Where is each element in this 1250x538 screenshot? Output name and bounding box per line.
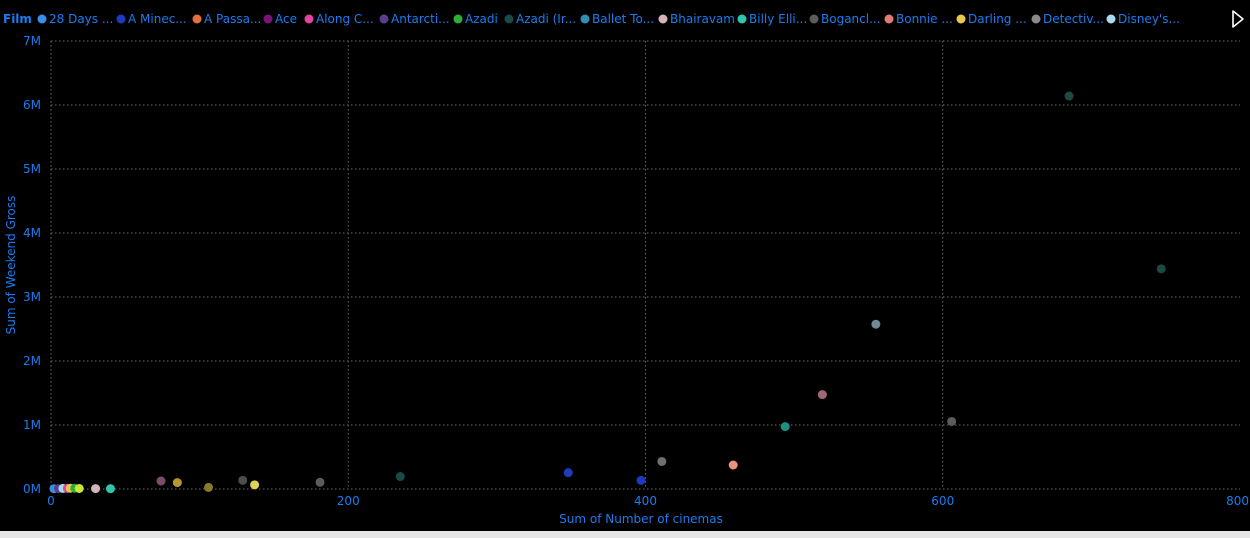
data-point[interactable]: [657, 456, 667, 466]
y-tick-label: 5M: [23, 162, 41, 176]
grid: [50, 40, 1240, 490]
data-point[interactable]: [636, 475, 646, 485]
legend-marker: [658, 14, 668, 24]
data-point[interactable]: [1156, 264, 1166, 274]
y-tick-label: 3M: [23, 290, 41, 304]
legend-marker: [453, 14, 463, 24]
legend-marker: [956, 14, 966, 24]
x-tick-label: 800: [1226, 494, 1249, 508]
legend-item[interactable]: Azadi: [453, 12, 498, 26]
data-point[interactable]: [105, 484, 115, 494]
legend-marker: [304, 14, 314, 24]
data-point[interactable]: [91, 484, 101, 494]
legend-marker: [1106, 14, 1116, 24]
legend-item[interactable]: Bogancl...: [809, 12, 881, 26]
data-point[interactable]: [315, 477, 325, 487]
data-point[interactable]: [74, 483, 84, 493]
legend-item-label: 28 Days ...: [49, 12, 113, 26]
legend-item-label: Detectiv...: [1043, 12, 1104, 26]
legend-marker: [192, 14, 202, 24]
x-axis-ticks: 0 200 400 600 800: [47, 494, 1249, 508]
legend-marker: [379, 14, 389, 24]
legend-item[interactable]: Ace: [263, 12, 297, 26]
legend-item[interactable]: Azadi (Ir...: [504, 12, 577, 26]
legend-marker: [580, 14, 590, 24]
legend-marker: [809, 14, 819, 24]
legend-marker: [504, 14, 514, 24]
data-point[interactable]: [1064, 91, 1074, 101]
legend-item-label: Azadi (Ir...: [516, 12, 576, 26]
data-point[interactable]: [817, 390, 827, 400]
legend-marker: [37, 14, 47, 24]
legend-item[interactable]: A Minec...: [116, 12, 187, 26]
data-point[interactable]: [156, 476, 166, 486]
legend-item-label: Antarcti...: [391, 12, 450, 26]
x-tick-label: 400: [634, 494, 657, 508]
legend-item[interactable]: Disney's...: [1106, 12, 1180, 26]
y-tick-label: 1M: [23, 418, 41, 432]
x-tick-label: 600: [931, 494, 954, 508]
legend-item[interactable]: Antarcti...: [379, 12, 450, 26]
y-axis-ticks: 0M 1M 2M 3M 4M 5M 6M 7M: [23, 34, 41, 496]
data-points: [49, 91, 1166, 494]
legend-item-label: Bogancl...: [821, 12, 881, 26]
legend-item-label: Bhairavam: [670, 12, 735, 26]
play-triangle-icon[interactable]: [1232, 10, 1244, 28]
bottom-divider: [0, 531, 1250, 538]
legend-item-label: Ballet To...: [592, 12, 654, 26]
y-tick-label: 7M: [23, 34, 41, 48]
data-point[interactable]: [780, 422, 790, 432]
legend-item[interactable]: Billy Elli...: [737, 12, 808, 26]
data-point[interactable]: [728, 460, 738, 470]
legend-item-label: A Passa...: [204, 12, 261, 26]
x-tick-label: 200: [337, 494, 360, 508]
legend: 28 Days ... A Minec... A Passa... Ace Along …: [37, 12, 1180, 26]
data-point[interactable]: [947, 416, 957, 426]
legend-item-label: Along C...: [316, 12, 374, 26]
legend-item-label: Ace: [275, 12, 297, 26]
legend-item-label: Disney's...: [1118, 12, 1180, 26]
legend-item[interactable]: Darling ...: [956, 12, 1027, 26]
legend-item-label: Billy Elli...: [749, 12, 807, 26]
legend-title: Film: [3, 12, 32, 26]
data-point[interactable]: [563, 468, 573, 478]
legend-marker: [737, 14, 747, 24]
legend-item-label: Darling ...: [968, 12, 1027, 26]
legend-item[interactable]: Along C...: [304, 12, 374, 26]
legend-item-label: A Minec...: [128, 12, 187, 26]
y-tick-label: 2M: [23, 354, 41, 368]
legend-marker: [884, 14, 894, 24]
data-point[interactable]: [238, 475, 248, 485]
data-point[interactable]: [172, 478, 182, 488]
y-tick-label: 6M: [23, 98, 41, 112]
legend-item[interactable]: A Passa...: [192, 12, 262, 26]
data-point[interactable]: [204, 482, 214, 492]
legend-item[interactable]: Detectiv...: [1031, 12, 1104, 26]
x-axis-title: Sum of Number of cinemas: [559, 512, 723, 526]
legend-item-label: Azadi: [465, 12, 498, 26]
data-point[interactable]: [250, 480, 260, 490]
legend-item[interactable]: Ballet To...: [580, 12, 655, 26]
legend-item[interactable]: Bhairavam: [658, 12, 735, 26]
legend-marker: [263, 14, 273, 24]
legend-item[interactable]: Bonnie ...: [884, 12, 953, 26]
data-point[interactable]: [395, 472, 405, 482]
legend-marker: [116, 14, 126, 24]
data-point[interactable]: [871, 319, 881, 329]
legend-item-label: Bonnie ...: [896, 12, 953, 26]
legend-marker: [1031, 14, 1041, 24]
y-tick-label: 4M: [23, 226, 41, 240]
x-tick-label: 0: [47, 494, 55, 508]
y-tick-label: 0M: [23, 482, 41, 496]
legend-item[interactable]: 28 Days ...: [37, 12, 114, 26]
y-axis-title: Sum of Weekend Gross: [4, 196, 18, 335]
